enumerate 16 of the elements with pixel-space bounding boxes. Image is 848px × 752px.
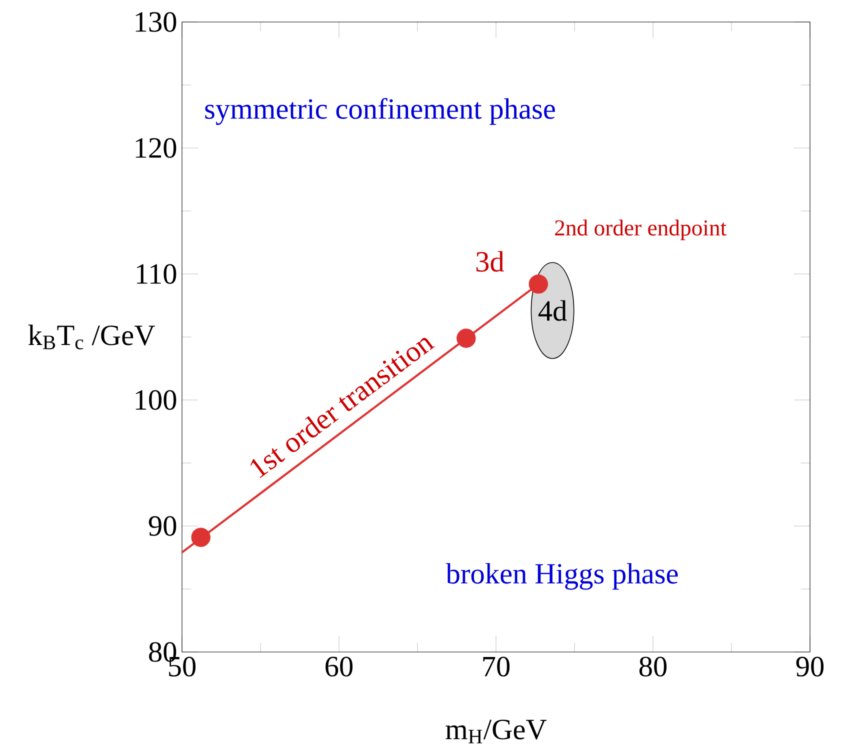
annotation: 3d: [476, 251, 504, 272]
annotation: 4d: [538, 300, 567, 321]
x-axis-title: m$_{H}$/GeV: [446, 720, 547, 744]
x-tick-label: 90: [796, 656, 824, 677]
y-tick-label: 110: [136, 264, 176, 284]
y-tick-label: 100: [136, 390, 176, 410]
annotation: 2nd order endpoint: [555, 220, 726, 240]
x-tick-label: 60: [326, 656, 353, 677]
y-tick-label: 130: [136, 12, 176, 32]
x-tick-label: 80: [639, 656, 667, 677]
annotation: symmetric confinement phase: [205, 98, 555, 125]
y-tick-label: 120: [136, 138, 176, 158]
y-tick-label: 90: [148, 516, 176, 536]
y-axis-title: k$_{B}$T$_{c}$ /GeV: [28, 324, 155, 350]
x-tick-label: 70: [483, 656, 510, 677]
annotation: broken Higgs phase: [446, 563, 678, 590]
